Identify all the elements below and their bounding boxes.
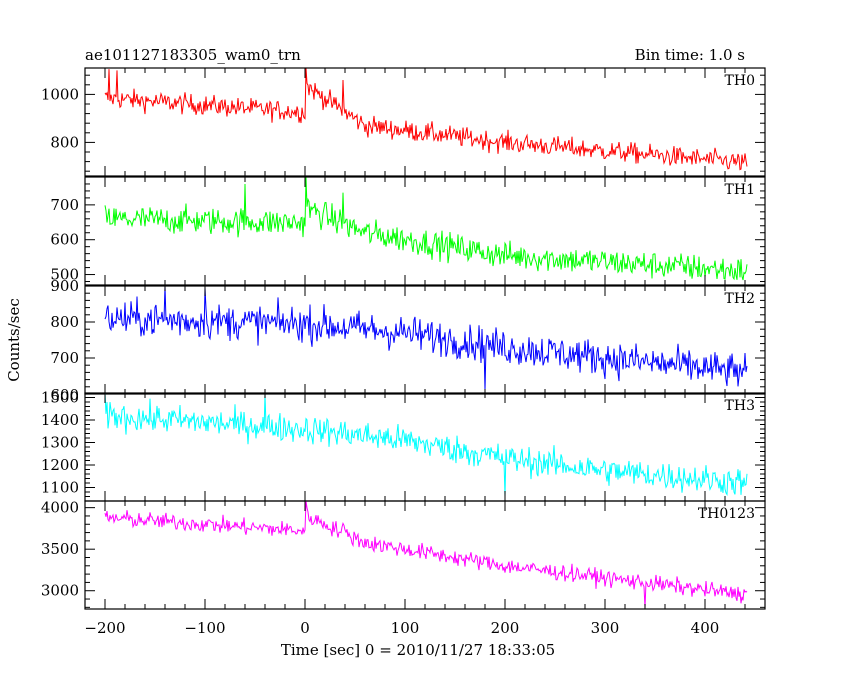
y-tick-label: 900 <box>50 277 79 295</box>
y-tick-label: 800 <box>50 313 79 331</box>
panel-th0123: 3000 3500 4000 TH0123 <box>41 499 766 610</box>
y-tick-label: 500 <box>50 266 79 284</box>
y-tick-label: 1300 <box>41 434 79 452</box>
panel-th3: 1100 1200 1300 1400 1500 TH3 <box>41 389 766 502</box>
y-tick-label: 1100 <box>41 479 79 497</box>
x-tick-label: 200 <box>491 619 520 637</box>
series-line-th0 <box>104 68 748 171</box>
panel-th2: 700 800 900 600 TH2 <box>50 277 766 404</box>
y-tick-label: 700 <box>50 196 79 214</box>
y-tick-label: 800 <box>50 133 79 151</box>
x-tick-label: 100 <box>391 619 420 637</box>
panels-group: 8001000TH0500600700TH1700800900600TH2110… <box>41 67 766 637</box>
y-tick-label: 1500 <box>41 389 79 407</box>
x-tick-label: −100 <box>184 619 225 637</box>
series-label: TH3 <box>725 398 755 414</box>
x-tick-label: 0 <box>300 619 310 637</box>
x-tick-label: 300 <box>591 619 620 637</box>
series-line-th3 <box>104 393 748 497</box>
x-axis-title: Time [sec] 0 = 2010/11/27 18:33:05 <box>281 641 555 659</box>
series-label: TH0123 <box>698 506 755 522</box>
y-tick-label: 1400 <box>41 411 79 429</box>
x-tick-label: 400 <box>691 619 720 637</box>
series-line-th1 <box>104 177 748 281</box>
chart-title-left: ae101127183305_wam0_trn <box>85 46 301 64</box>
series-label: TH2 <box>725 291 755 307</box>
panel-frame <box>84 392 766 502</box>
y-tick-label: 4000 <box>41 499 79 517</box>
series-label: TH1 <box>725 182 755 198</box>
series-line-th0123 <box>104 501 748 609</box>
panel-frame <box>84 176 766 286</box>
y-tick-label: 1200 <box>41 456 79 474</box>
y-tick-label: 3000 <box>41 582 79 600</box>
series-label: TH0 <box>725 73 755 89</box>
panel-th0: 800 1000 TH0 <box>41 67 766 177</box>
panel-frame <box>84 67 766 177</box>
panel-th1: 500 600 700 TH1 <box>50 176 766 286</box>
y-tick-label: 600 <box>50 386 79 404</box>
y-tick-label: 700 <box>50 349 79 367</box>
y-tick-label: 600 <box>50 231 79 249</box>
y-tick-label: 1000 <box>41 85 79 103</box>
y-tick-label: 3500 <box>41 540 79 558</box>
series-line-th2 <box>104 286 748 391</box>
x-tick-label: −200 <box>84 619 125 637</box>
y-axis-title: Counts/sec <box>5 298 23 382</box>
panel-frame <box>84 285 766 395</box>
chart-title-right: Bin time: 1.0 s <box>635 46 745 64</box>
